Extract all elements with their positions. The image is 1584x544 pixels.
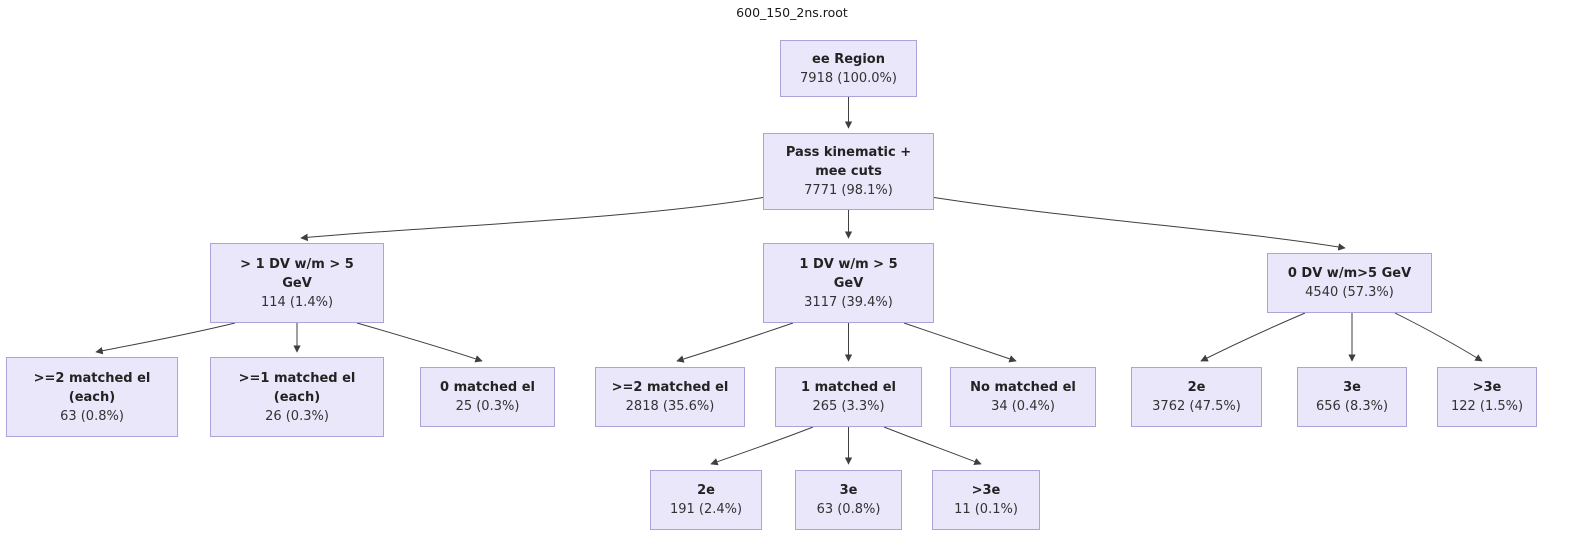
edge-gt1dv-to-ge2each — [95, 322, 236, 355]
node-gt1-dv: > 1 DV w/m > 5 GeV 114 (1.4%) — [210, 243, 384, 323]
node-mid-3e: 3e 63 (0.8%) — [795, 470, 902, 530]
node-value: 63 (0.8%) — [60, 408, 124, 424]
node-label: >3e — [971, 483, 1001, 498]
node-label: > 1 DV w/m > 5 GeV — [240, 256, 354, 291]
node-ge1-matched-each: >=1 matched el (each) 26 (0.3%) — [210, 357, 384, 437]
node-label: 1 matched el — [801, 380, 896, 395]
node-label: >3e — [1472, 380, 1502, 395]
node-label: 0 matched el — [440, 380, 535, 395]
node-right-2e: 2e 3762 (47.5%) — [1131, 367, 1262, 427]
node-ge2-matched-each: >=2 matched el (each) 63 (0.8%) — [6, 357, 178, 437]
node-no-matched-el: No matched el 34 (0.4%) — [950, 367, 1096, 427]
node-value: 4540 (57.3%) — [1305, 285, 1394, 300]
node-label: 1 DV w/m > 5 GeV — [799, 256, 898, 291]
node-value: 25 (0.3%) — [455, 399, 520, 414]
node-label: No matched el — [970, 380, 1076, 395]
edge-zerodv-to-gt3e — [1394, 312, 1483, 362]
node-label: >=1 matched el (each) — [238, 370, 356, 405]
node-label: >=2 matched el (each) — [33, 370, 151, 405]
node-value: 34 (0.4%) — [991, 399, 1055, 414]
edge-onedv-to-ge2matched — [676, 322, 794, 363]
node-ee-region: ee Region 7918 (100.0%) — [780, 40, 917, 97]
node-value: 11 (0.1%) — [954, 502, 1018, 517]
node-ge2-matched-el: >=2 matched el 2818 (35.6%) — [595, 367, 745, 427]
edge-zerodv-to-2e — [1200, 312, 1306, 362]
node-label: 3e — [1343, 380, 1361, 395]
node-value: 265 (3.3%) — [812, 399, 885, 414]
edge-onematched-to-gt3e — [883, 426, 982, 466]
node-value: 2818 (35.6%) — [625, 399, 715, 414]
graph-title: 600_150_2ns.root — [736, 5, 848, 20]
node-value: 191 (2.4%) — [669, 502, 743, 517]
node-value: 7918 (100.0%) — [800, 70, 897, 86]
node-one-dv: 1 DV w/m > 5 GeV 3117 (39.4%) — [763, 243, 934, 323]
node-value: 114 (1.4%) — [260, 294, 334, 310]
edge-gt1dv-to-zeromatched — [356, 322, 483, 363]
node-pass-kinematic-mee: Pass kinematic + mee cuts 7771 (98.1%) — [763, 133, 934, 210]
node-label: Pass kinematic + mee cuts — [785, 145, 912, 179]
node-label: 3e — [839, 483, 858, 498]
edge-pass-to-zerodv — [930, 196, 1346, 251]
node-label: >=2 matched el — [611, 380, 729, 395]
node-value: 656 (8.3%) — [1315, 399, 1389, 414]
node-value: 122 (1.5%) — [1450, 399, 1524, 414]
node-mid-gt3e: >3e 11 (0.1%) — [932, 470, 1040, 530]
node-right-3e: 3e 656 (8.3%) — [1297, 367, 1407, 427]
node-one-matched-el: 1 matched el 265 (3.3%) — [775, 367, 922, 427]
edge-onedv-to-nomatched — [903, 322, 1017, 363]
node-value: 7771 (98.1%) — [804, 183, 893, 198]
edge-pass-to-gt1dv — [300, 196, 767, 242]
node-value: 26 (0.3%) — [265, 408, 329, 424]
node-value: 3762 (47.5%) — [1152, 399, 1241, 414]
node-label: ee Region — [812, 51, 885, 67]
node-right-gt3e: >3e 122 (1.5%) — [1437, 367, 1537, 427]
node-value: 63 (0.8%) — [816, 502, 881, 517]
edge-onematched-to-2e — [710, 426, 814, 466]
node-label: 2e — [1187, 380, 1206, 395]
node-label: 0 DV w/m>5 GeV — [1287, 266, 1412, 281]
node-zero-dv: 0 DV w/m>5 GeV 4540 (57.3%) — [1267, 253, 1432, 313]
node-label: 2e — [697, 483, 715, 498]
node-mid-2e: 2e 191 (2.4%) — [650, 470, 762, 530]
node-zero-matched-el: 0 matched el 25 (0.3%) — [420, 367, 555, 427]
node-value: 3117 (39.4%) — [804, 294, 893, 310]
